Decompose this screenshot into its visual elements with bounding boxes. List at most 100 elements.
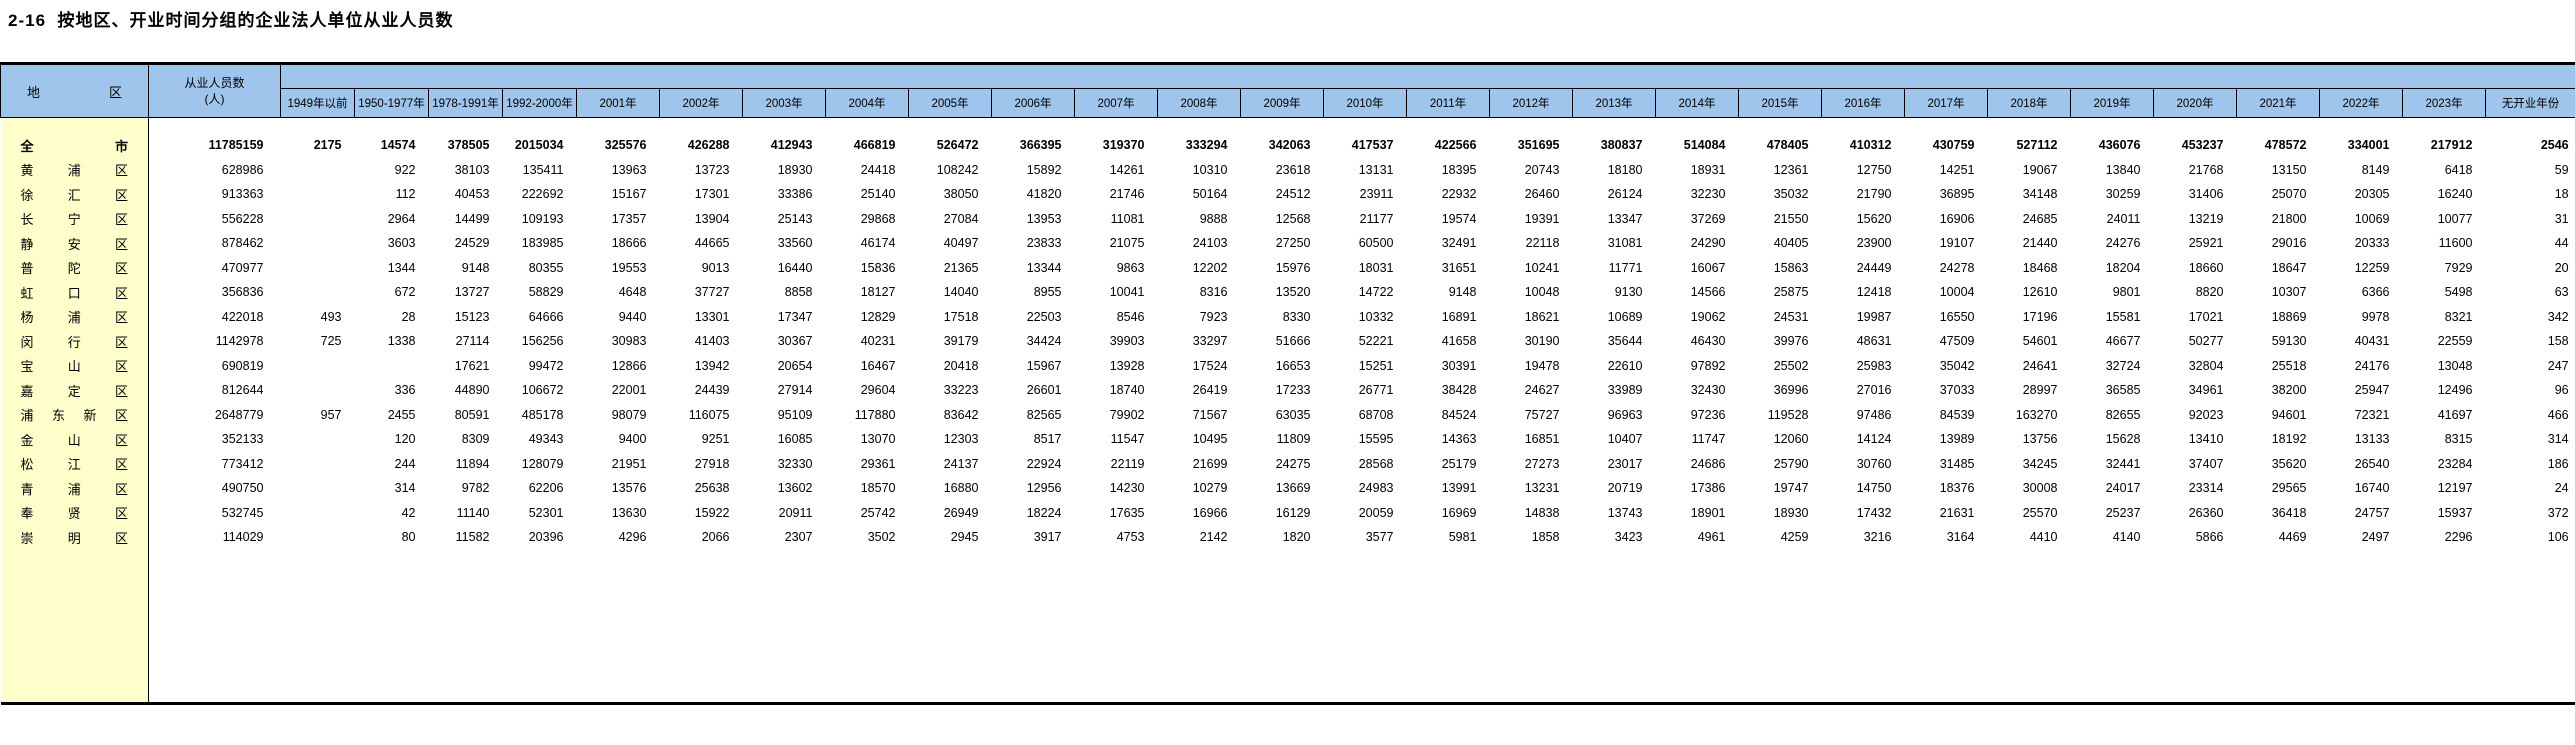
cell: 82655 [2105, 407, 2141, 422]
region-label: 杨浦区 [0, 304, 149, 329]
cell: 24278 [1939, 260, 1975, 275]
cell: 11600 [2438, 236, 2473, 251]
cell: 23314 [2188, 481, 2224, 496]
cell: 16906 [1939, 211, 1975, 226]
cell: 2648779 [214, 407, 264, 422]
column-header: 无开业年份 [2484, 88, 2575, 118]
table-row: 长宁区 556228 2964 14499 109193 17357 13904 25143 2… [0, 206, 2575, 231]
cell: 39976 [1773, 334, 1809, 349]
cell: 34961 [2188, 383, 2224, 398]
region-label: 奉贤区 [0, 500, 149, 525]
cell: 4140 [2112, 530, 2141, 545]
cell: 39179 [943, 334, 979, 349]
cell: 25518 [2271, 358, 2307, 373]
cell: 14566 [1690, 285, 1726, 300]
region-label: 全市 [0, 133, 149, 158]
cell: 453237 [2181, 138, 2224, 153]
cell [355, 354, 429, 379]
cell: 156256 [521, 334, 564, 349]
cell: 36895 [1939, 187, 1975, 202]
cell: 3577 [1365, 530, 1394, 545]
cell: 54601 [2022, 334, 2058, 349]
cell: 2142 [1199, 530, 1228, 545]
table-row: 全市 11785159 2175 14574 378505 2015034 325576 42… [0, 133, 2575, 158]
cell: 314 [2547, 432, 2569, 447]
cell: 19478 [1524, 358, 1560, 373]
cell: 412943 [770, 138, 813, 153]
cell [281, 280, 355, 305]
cell: 25790 [1773, 456, 1809, 471]
cell: 18224 [1026, 505, 1062, 520]
cell: 26460 [1524, 187, 1560, 202]
cell: 16129 [1275, 505, 1311, 520]
region-label: 松江区 [0, 451, 149, 476]
cell: 34245 [2022, 456, 2058, 471]
header-band [279, 63, 2575, 89]
cell: 40405 [1773, 236, 1809, 251]
cell: 42 [401, 505, 416, 520]
table-row: 松江区 773412 244 11894 128079 21951 27918 32330 29… [0, 451, 2575, 476]
cell: 913363 [221, 187, 264, 202]
cell: 356836 [221, 285, 264, 300]
cell: 17347 [777, 309, 813, 324]
cell: 13928 [1109, 358, 1145, 373]
cell: 19747 [1773, 481, 1809, 496]
cell: 24103 [1192, 236, 1228, 251]
cell: 24176 [2354, 358, 2390, 373]
cell: 13963 [611, 162, 647, 177]
cell: 59130 [2271, 334, 2307, 349]
cell: 46430 [1690, 334, 1726, 349]
cell: 24512 [1275, 187, 1311, 202]
cell: 336 [394, 383, 416, 398]
column-header: 2008年 [1157, 88, 1241, 118]
cell: 470977 [221, 260, 264, 275]
cell: 13989 [1939, 432, 1975, 447]
cell: 21746 [1109, 187, 1145, 202]
cell: 75727 [1524, 407, 1560, 422]
table-row: 宝山区 690819 17621 99472 12866 13942 20654 16467 2… [0, 353, 2575, 379]
cell: 13301 [694, 309, 730, 324]
cell: 12750 [1856, 162, 1892, 177]
cell: 17357 [611, 211, 647, 226]
cell: 9148 [1448, 285, 1477, 300]
cell: 1820 [1282, 530, 1311, 545]
cell: 4259 [1780, 530, 1809, 545]
cell: 22610 [1607, 358, 1643, 373]
table-row: 静安区 878462 3603 24529 183985 18666 44665 33560 4… [0, 231, 2575, 256]
cell: 26949 [943, 505, 979, 520]
cell [281, 427, 355, 452]
cell: 17432 [1856, 505, 1892, 520]
cell: 1858 [1531, 530, 1560, 545]
cell: 17386 [1690, 481, 1726, 496]
cell: 12259 [2354, 260, 2390, 275]
table-row: 金山区 352133 120 8309 49343 9400 9251 16085 13070 1… [0, 427, 2575, 452]
cell: 13602 [777, 481, 813, 496]
cell: 23911 [1359, 187, 1394, 202]
cell: 247 [2547, 358, 2569, 373]
cell [281, 525, 355, 550]
cell: 21951 [611, 456, 647, 471]
cell: 27114 [455, 334, 490, 349]
cell: 11081 [1110, 211, 1145, 226]
cell [281, 378, 355, 403]
cell: 28568 [1358, 456, 1394, 471]
cell: 15863 [1773, 260, 1809, 275]
cell: 40453 [454, 187, 490, 202]
cell: 466 [2547, 407, 2569, 422]
cell: 32491 [1441, 236, 1477, 251]
cell: 2066 [701, 530, 730, 545]
cell: 63 [2554, 285, 2569, 300]
cell: 28 [401, 309, 416, 324]
cell: 8546 [1116, 309, 1145, 324]
cell: 9978 [2361, 309, 2390, 324]
cell: 50164 [1192, 187, 1228, 202]
cell: 10310 [1192, 162, 1228, 177]
cell: 14499 [454, 211, 490, 226]
cell: 12610 [2022, 285, 2058, 300]
cell: 319370 [1102, 138, 1145, 153]
cell: 48631 [1856, 334, 1892, 349]
cell: 24137 [943, 456, 979, 471]
cell: 16891 [1441, 309, 1477, 324]
cell: 8955 [1033, 285, 1062, 300]
cell: 18395 [1441, 162, 1477, 177]
